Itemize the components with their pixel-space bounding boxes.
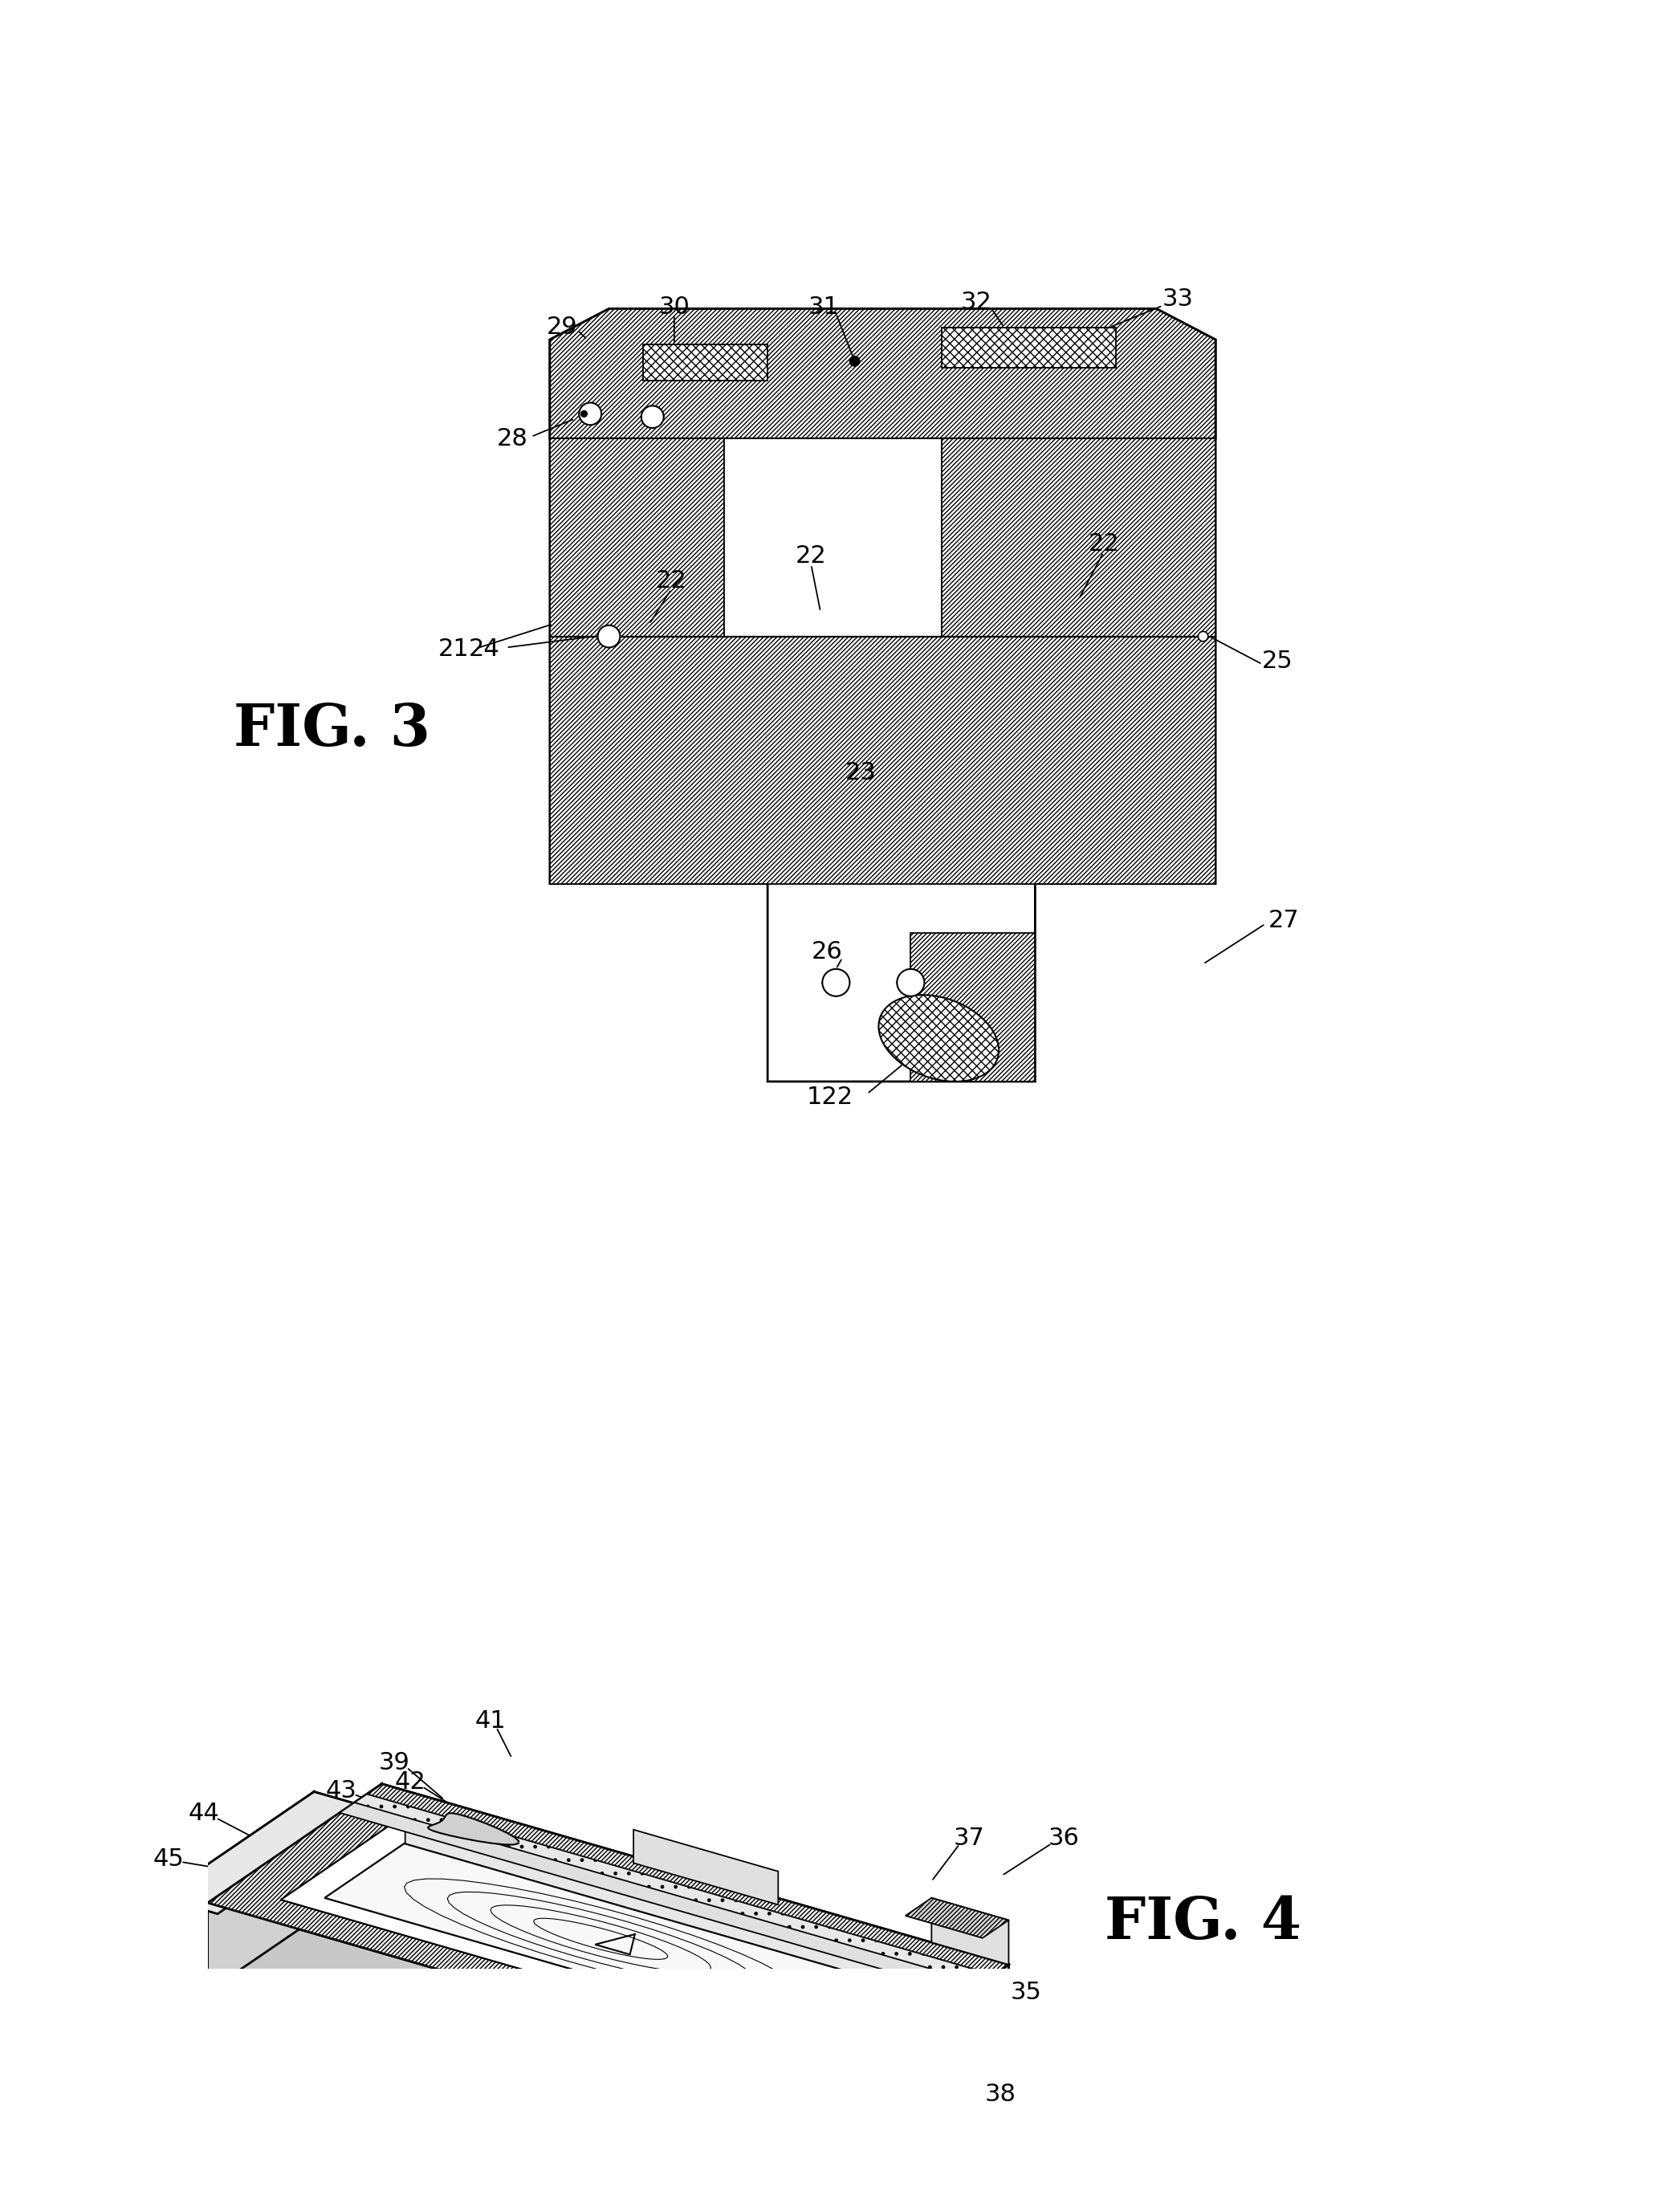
Polygon shape (905, 1898, 1008, 1938)
Polygon shape (430, 1867, 990, 2039)
Polygon shape (550, 310, 1216, 438)
Text: 122: 122 (807, 1086, 854, 1108)
Circle shape (580, 403, 601, 425)
Text: 25: 25 (1262, 650, 1294, 672)
Polygon shape (633, 1829, 777, 1905)
Text: 43: 43 (326, 1778, 357, 1803)
Text: 24: 24 (468, 637, 500, 661)
Polygon shape (910, 933, 1035, 1082)
Polygon shape (352, 1794, 993, 1984)
Text: 30: 30 (659, 296, 689, 319)
Text: 33: 33 (1163, 288, 1194, 312)
Polygon shape (208, 1902, 834, 2172)
Polygon shape (834, 1964, 1008, 2172)
Text: FIG. 3: FIG. 3 (234, 701, 430, 759)
Polygon shape (550, 310, 1216, 1082)
Polygon shape (942, 438, 1216, 637)
Text: 37: 37 (953, 1827, 985, 1849)
Text: 31: 31 (807, 296, 839, 319)
Polygon shape (430, 1814, 990, 1986)
Polygon shape (281, 1814, 935, 2053)
Polygon shape (382, 1783, 1008, 2053)
Polygon shape (429, 1814, 518, 1845)
Polygon shape (208, 1783, 382, 1991)
Circle shape (598, 626, 620, 648)
Circle shape (581, 411, 586, 416)
Circle shape (822, 969, 850, 995)
Text: 29: 29 (546, 316, 578, 338)
Text: 27: 27 (1269, 909, 1299, 933)
Polygon shape (460, 1814, 990, 2020)
Text: 22: 22 (1088, 533, 1120, 555)
Ellipse shape (879, 995, 998, 1082)
Polygon shape (159, 1863, 372, 1984)
Polygon shape (978, 2062, 1026, 2084)
Circle shape (641, 405, 664, 429)
Text: 41: 41 (475, 1710, 505, 1732)
Text: 22: 22 (796, 544, 827, 568)
Text: 23: 23 (845, 761, 877, 783)
Bar (643, 345, 767, 380)
Text: 36: 36 (1048, 1827, 1080, 1849)
Polygon shape (724, 438, 942, 637)
Text: 44: 44 (188, 1801, 219, 1825)
Text: 22: 22 (656, 568, 686, 593)
Polygon shape (932, 1898, 1008, 1964)
Text: 39: 39 (379, 1752, 410, 1774)
Polygon shape (339, 1803, 982, 1993)
Text: 34: 34 (704, 1947, 736, 1971)
Circle shape (1198, 630, 1208, 641)
Text: 32: 32 (960, 292, 992, 314)
Polygon shape (208, 1874, 1008, 2172)
Text: 26: 26 (811, 940, 842, 962)
Text: 45: 45 (153, 1847, 184, 1871)
Polygon shape (550, 438, 724, 637)
Text: 42: 42 (394, 1770, 425, 1794)
Polygon shape (811, 1969, 935, 2093)
Polygon shape (208, 1783, 1008, 2084)
Text: 35: 35 (1010, 1980, 1041, 2004)
Text: 40: 40 (324, 1869, 355, 1891)
Text: 21: 21 (439, 637, 468, 661)
Polygon shape (314, 1792, 372, 1880)
Circle shape (897, 969, 925, 995)
Bar (942, 327, 1116, 367)
Polygon shape (159, 1792, 314, 1969)
Polygon shape (324, 1843, 877, 2035)
Circle shape (850, 356, 860, 367)
Polygon shape (405, 1814, 935, 2006)
Text: 38: 38 (985, 2084, 1017, 2106)
Text: 28: 28 (497, 427, 528, 451)
Polygon shape (550, 637, 1216, 883)
Text: FIG. 4: FIG. 4 (1105, 1893, 1302, 1951)
Polygon shape (159, 1792, 372, 1913)
